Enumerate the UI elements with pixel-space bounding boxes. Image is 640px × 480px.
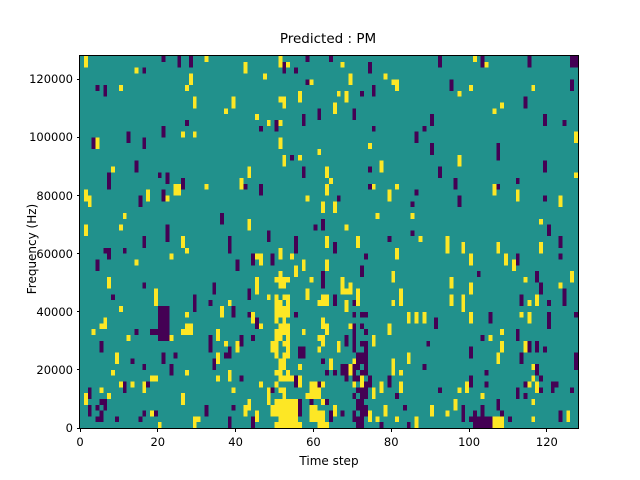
y-tick-label: 100000 xyxy=(29,130,73,145)
y-tick-label: 40000 xyxy=(36,304,73,319)
y-tick-mark xyxy=(76,253,80,255)
heatmap-axes: Frequency (Hz) Time step 0 20000 40000 6000… xyxy=(25,55,579,468)
x-tick-mark xyxy=(546,428,548,432)
heatmap-image xyxy=(80,56,578,428)
x-tick-mark xyxy=(79,428,81,432)
x-tick-mark xyxy=(235,428,237,432)
x-tick-label: 40 xyxy=(228,435,243,449)
page-title: Predicted : PM xyxy=(279,31,377,47)
x-tick-label: 60 xyxy=(306,435,321,449)
x-tick-label: 0 xyxy=(76,435,84,449)
y-tick-mark xyxy=(76,78,80,80)
x-axis-label: Time step xyxy=(299,454,359,468)
x-tick-mark xyxy=(312,428,315,432)
y-tick-mark xyxy=(76,369,80,371)
y-tick-mark xyxy=(76,311,80,313)
x-tick-label: 120 xyxy=(535,435,558,449)
x-tick-label: 100 xyxy=(458,435,481,449)
x-tick-mark xyxy=(390,428,392,432)
y-tick-label: 60000 xyxy=(36,246,73,261)
y-tick-label: 0 xyxy=(65,421,73,435)
x-tick-label: 80 xyxy=(383,435,399,449)
y-tick-mark xyxy=(76,427,80,429)
y-tick-mark xyxy=(76,195,80,197)
y-tick-label: 120000 xyxy=(29,72,73,87)
y-tick-mark xyxy=(76,136,80,138)
y-tick-label: 80000 xyxy=(36,188,73,203)
x-tick-mark xyxy=(157,428,159,432)
x-tick-mark xyxy=(468,428,470,432)
x-tick-label: 20 xyxy=(150,435,166,449)
y-tick-label: 20000 xyxy=(36,362,73,377)
